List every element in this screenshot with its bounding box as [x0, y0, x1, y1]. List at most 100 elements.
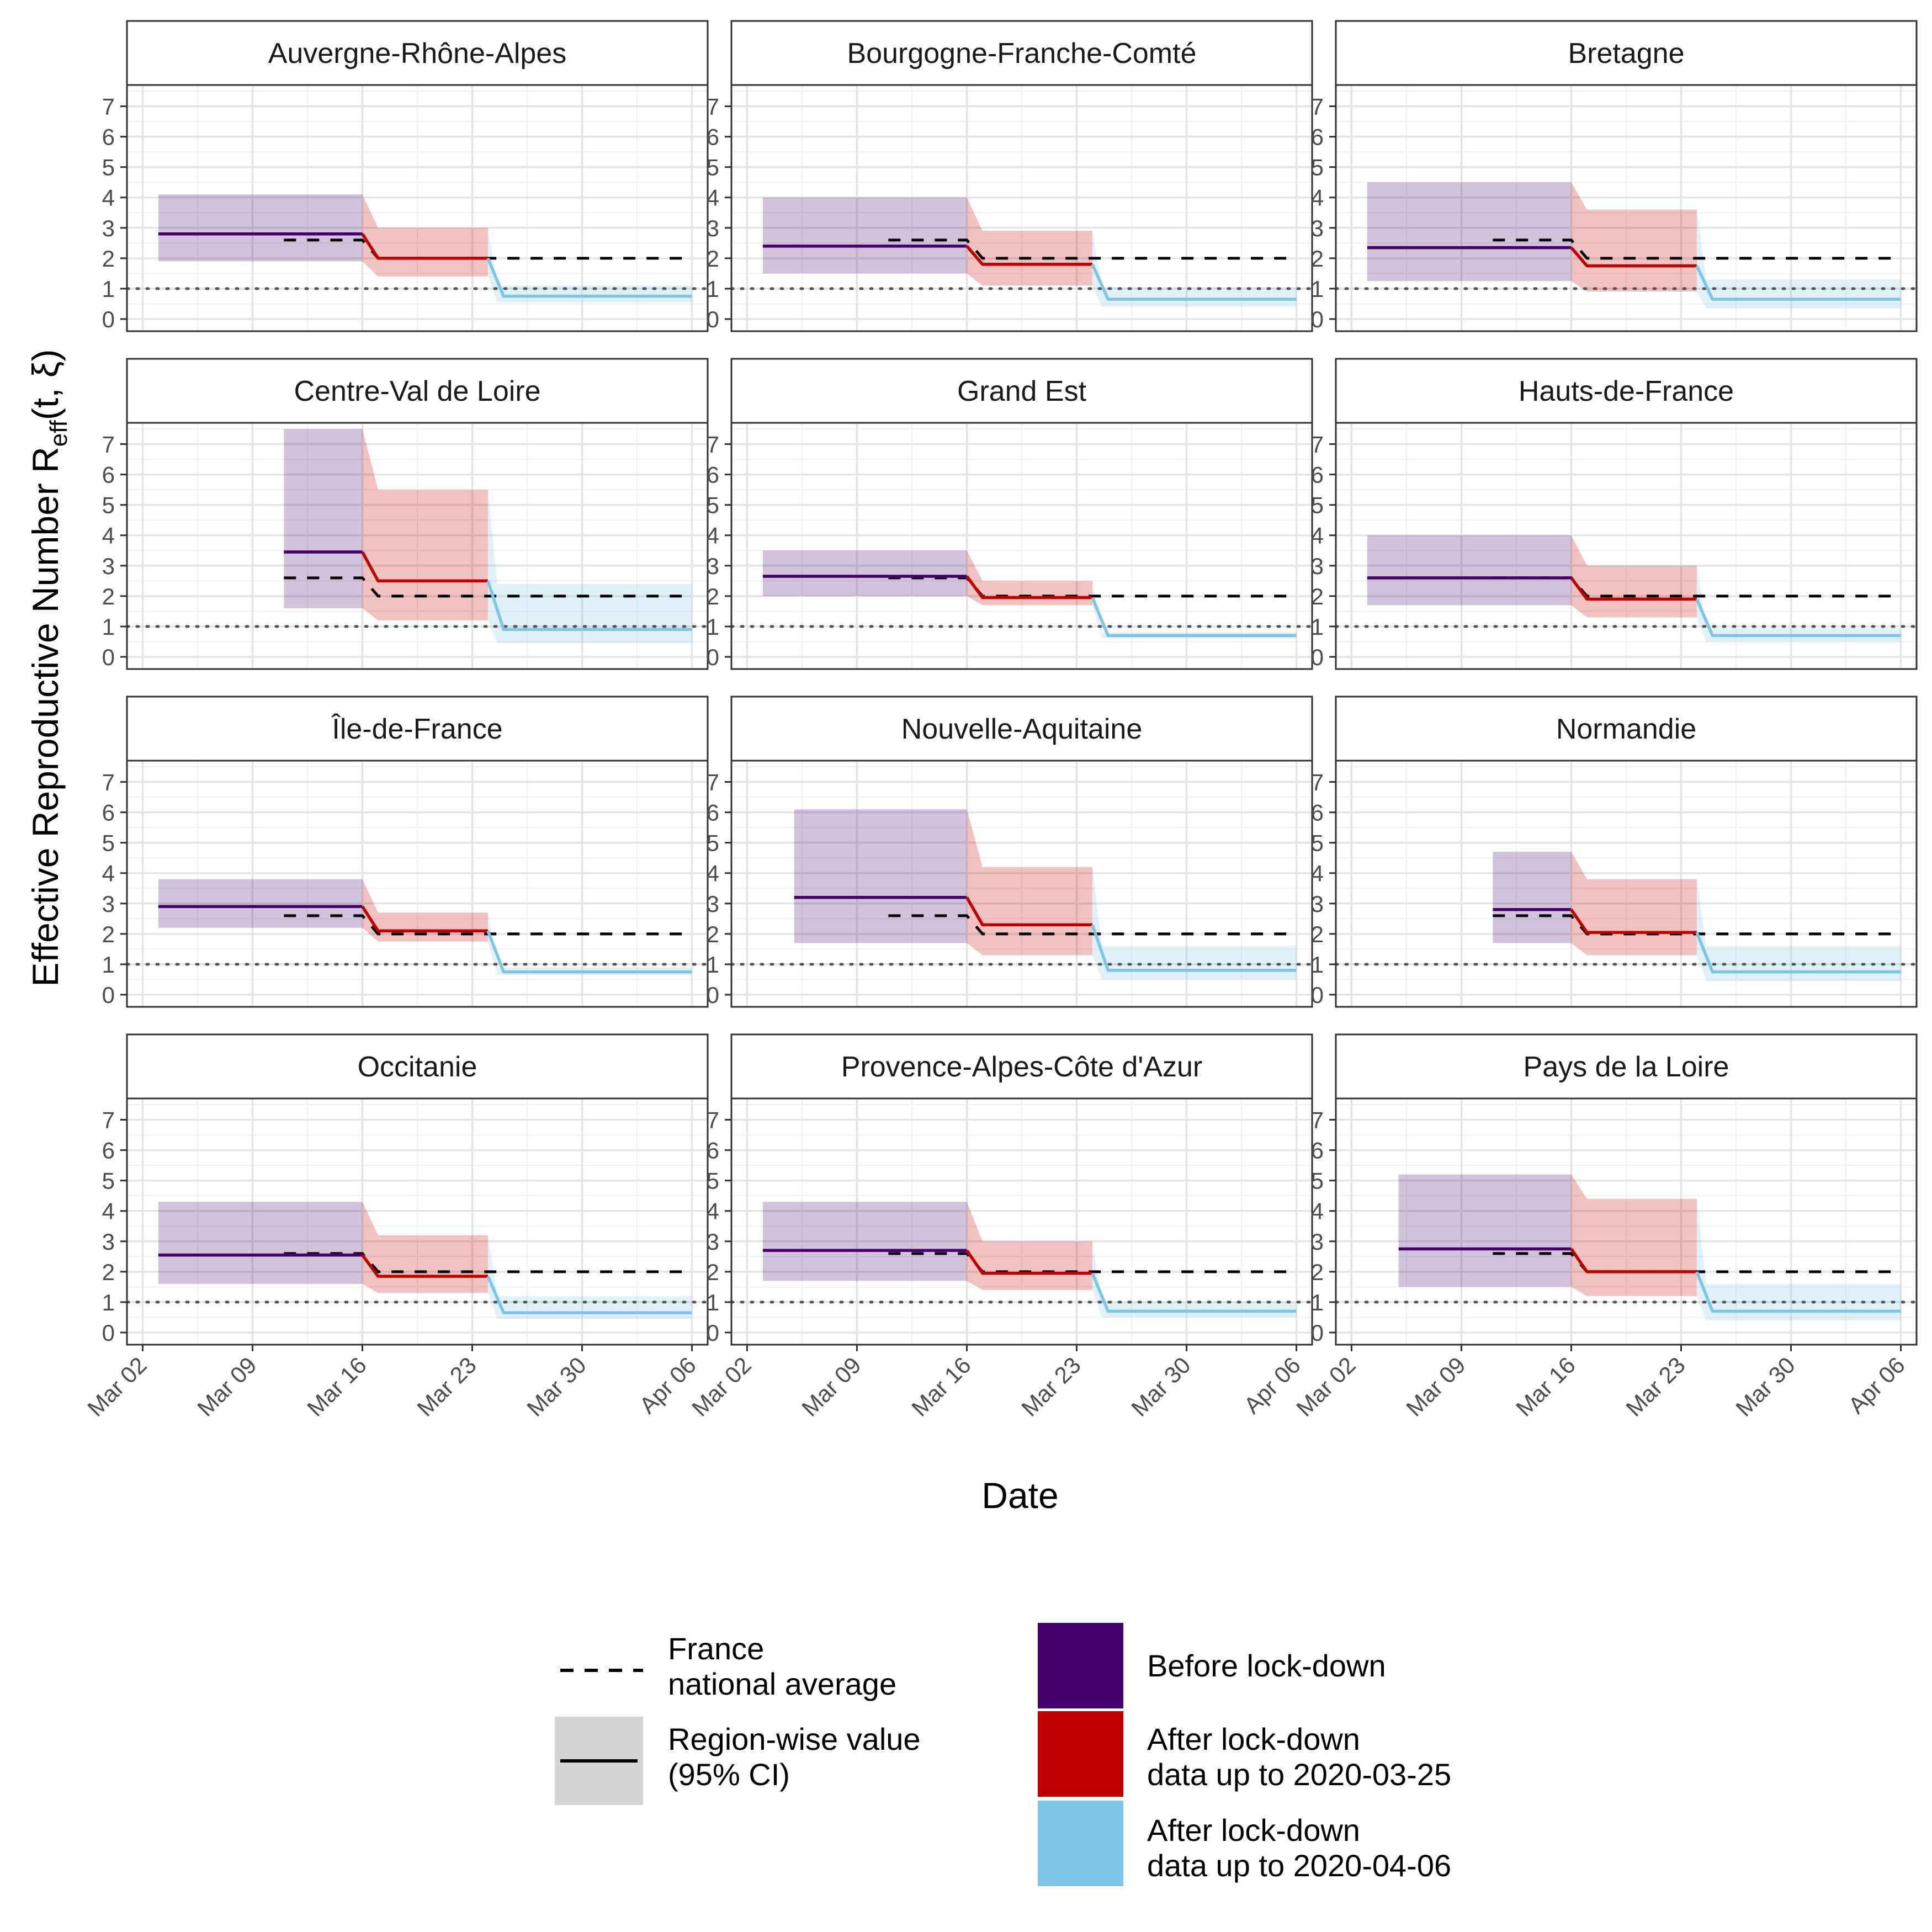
y-tick-label: 7: [102, 769, 115, 795]
reff-line-after-0325: [1570, 909, 1697, 934]
ci-band-after-0325: [362, 879, 488, 942]
y-tick-label: 6: [102, 800, 115, 826]
ci-band-after-0325: [1571, 852, 1697, 956]
y-tick-label: 7: [707, 94, 719, 120]
x-tick-label: Apr 06: [1843, 1352, 1910, 1419]
y-tick-label: 3: [102, 553, 115, 579]
y-tick-label: 0: [707, 982, 719, 1008]
x-axis-title: Date: [981, 1475, 1058, 1516]
ci-band-before: [1493, 852, 1572, 943]
x-tick-label: Mar 23: [412, 1352, 481, 1421]
y-axis-title: Effective Reproductive Number Reff(t, ξ): [25, 349, 72, 987]
y-tick-label: 1: [1311, 1289, 1324, 1315]
reff-line-after-0406: [1695, 932, 1901, 974]
y-tick-label: 1: [1311, 952, 1324, 978]
facet-panel: Centre-Val de Loire 0 1 2 3 4 5 6 7: [102, 358, 709, 670]
y-tick-label: 6: [707, 800, 719, 826]
y-axis-title-args: (t, ξ): [25, 349, 66, 421]
y-tick-label: 2: [102, 1259, 115, 1285]
y-tick-label: 7: [1311, 432, 1324, 458]
ci-band-before: [1367, 182, 1572, 282]
reff-line-after-0325: [361, 1254, 488, 1278]
y-tick-label: 1: [1311, 276, 1324, 302]
ci-band-after-0406: [487, 1235, 692, 1319]
facet-strip-label: Pays de la Loire: [1524, 1051, 1729, 1083]
panel-border: [730, 760, 1313, 1008]
x-tick-label: Mar 16: [302, 1352, 371, 1421]
y-tick-label: 2: [1311, 1259, 1324, 1285]
facet-strip: [1335, 696, 1918, 762]
y-tick-label: 5: [1311, 155, 1324, 181]
reff-line-after-0325: [1570, 246, 1697, 268]
national-average-line: [284, 1252, 692, 1273]
national-average-line: [284, 576, 692, 598]
ci-band-after-0325: [967, 550, 1092, 606]
x-tick-label: Mar 02: [82, 1352, 152, 1421]
legend-after2-label-2: data up to 2020-04-06: [1147, 1848, 1451, 1883]
ci-band-after-0325: [1571, 182, 1697, 292]
y-tick-label: 0: [102, 306, 115, 332]
y-tick-label: 1: [102, 276, 115, 302]
national-average-line: [888, 238, 1297, 260]
facet-panel: Nouvelle-Aquitaine 0 1 2 3 4 5 6 7: [707, 696, 1314, 1008]
facet-panel: Normandie 0 1 2 3 4 5 6 7: [1311, 696, 1918, 1008]
facet-panel: Hauts-de-France 0 1 2 3 4 5 6 7: [1311, 358, 1918, 670]
facet-panel: Grand Est 0 1 2 3 4 5 6 7: [707, 358, 1314, 670]
x-tick-label: Mar 23: [1621, 1352, 1690, 1421]
facet-panel: Île-de-France 0 1 2 3 4 5 6 7: [102, 696, 709, 1008]
y-tick-label: 0: [1311, 1320, 1324, 1346]
facet-strip: [126, 1033, 709, 1100]
legend-national-label-2: national average: [668, 1666, 896, 1701]
x-tick-label: Mar 09: [797, 1352, 866, 1421]
y-tick-label: 2: [707, 921, 719, 947]
reff-line-after-0406: [1091, 263, 1297, 301]
y-tick-label: 4: [102, 523, 115, 549]
national-average-line: [1493, 238, 1901, 260]
y-tick-label: 7: [707, 1107, 719, 1133]
x-tick-label: Mar 16: [1511, 1352, 1580, 1421]
y-tick-label: 6: [707, 1138, 719, 1164]
ci-band-after-0406: [1092, 867, 1297, 980]
reff-line-after-0406: [486, 580, 692, 631]
y-tick-label: 3: [102, 1229, 115, 1255]
facet-panel: Bretagne 0 1 2 3 4 5 6 7: [1311, 20, 1918, 332]
ci-band-before: [762, 550, 967, 596]
y-tick-label: 1: [707, 614, 719, 640]
y-tick-label: 3: [707, 891, 719, 917]
y-tick-label: 2: [707, 246, 719, 272]
facet-strip: [126, 20, 709, 86]
reff-line-after-0406: [486, 1276, 692, 1314]
y-tick-label: 2: [707, 583, 719, 609]
facet-panel: Auvergne-Rhône-Alpes 0 1 2 3 4 5 6 7: [102, 20, 709, 332]
facet-strip-label: Grand Est: [957, 375, 1087, 407]
y-tick-label: 6: [707, 124, 719, 150]
y-tick-label: 7: [102, 1107, 115, 1133]
reff-line-after-0406: [1695, 1271, 1901, 1313]
y-tick-label: 2: [102, 921, 115, 947]
y-tick-label: 0: [102, 982, 115, 1008]
y-tick-label: 0: [707, 644, 719, 670]
ci-band-after-0406: [1092, 231, 1297, 307]
national-average-line: [888, 1252, 1297, 1273]
reff-line-after-0325: [1570, 577, 1697, 601]
panel-border: [126, 422, 709, 670]
ci-band-after-0325: [1571, 1174, 1697, 1296]
y-tick-label: 4: [707, 523, 719, 549]
panel-border: [1335, 84, 1918, 332]
reff-line-after-0325: [361, 233, 488, 260]
y-tick-label: 2: [1311, 583, 1324, 609]
y-tick-label: 0: [102, 644, 115, 670]
y-tick-label: 4: [102, 1198, 115, 1224]
ci-band-before: [762, 1202, 967, 1281]
ci-band-after-0325: [362, 1202, 488, 1293]
y-tick-label: 5: [707, 155, 719, 181]
ci-band-after-0325: [362, 429, 488, 620]
reff-line-after-0325: [1570, 1248, 1697, 1273]
y-tick-label: 2: [1311, 921, 1324, 947]
y-tick-label: 5: [707, 830, 719, 856]
y-tick-label: 0: [707, 1320, 719, 1346]
ci-band-after-0325: [967, 1202, 1092, 1290]
y-tick-label: 4: [1311, 1198, 1324, 1224]
y-tick-label: 2: [1311, 246, 1324, 272]
y-tick-label: 1: [102, 614, 115, 640]
